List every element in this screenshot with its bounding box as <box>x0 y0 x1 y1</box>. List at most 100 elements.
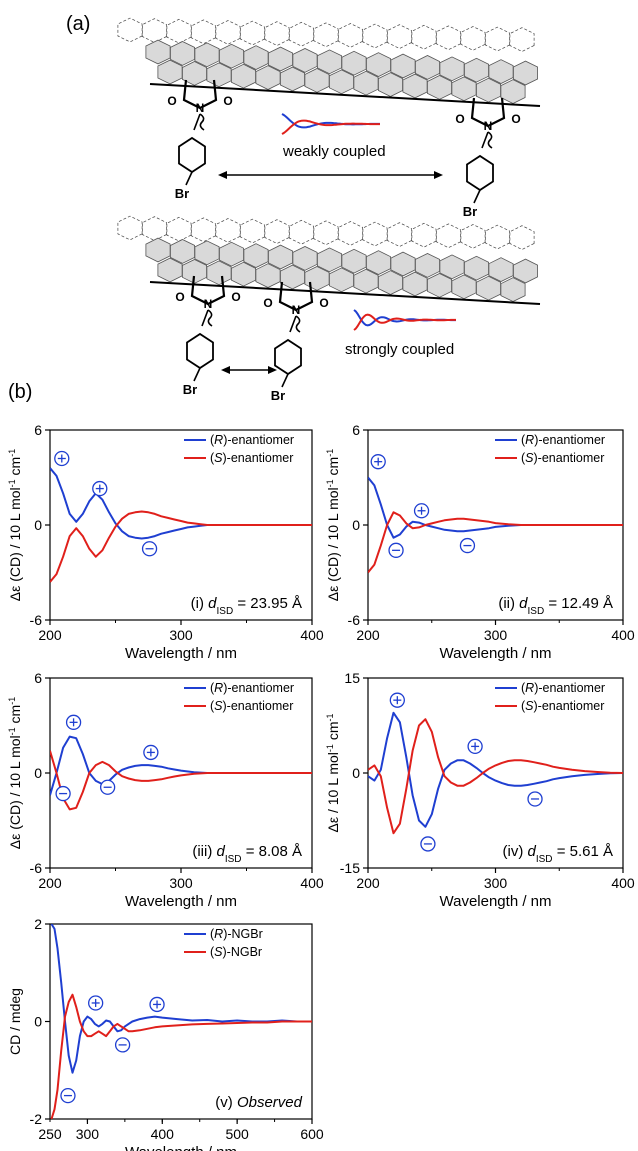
plus-sign-marker <box>149 996 165 1013</box>
y-axis-label: Δε (CD) / 10 L mol-1 cm-1 <box>325 449 341 601</box>
legend-entry: (R)-enantiomer <box>210 433 294 447</box>
graphene-hexagon <box>316 49 343 75</box>
minus-sign-marker <box>99 779 116 795</box>
y-tick-label: -2 <box>30 1111 43 1127</box>
graphene-hexagon <box>377 270 404 295</box>
atom-o-label: O <box>455 112 464 126</box>
weakly-coupled-label: weakly coupled <box>282 143 386 160</box>
minus-sign-marker <box>459 537 476 554</box>
x-tick-label: 400 <box>611 627 635 643</box>
graphene-hexagon <box>157 59 183 85</box>
x-axis-label: Wavelength / nm <box>440 893 552 910</box>
graphene-hexagon <box>292 246 318 271</box>
chart-5: 2 0 -2 300 400 500 600 250 Wavelength / nm CD / m… <box>7 916 324 1151</box>
y-tick-label: 0 <box>34 517 42 533</box>
graphene-edge-hexagon <box>117 17 143 43</box>
minus-sign-marker <box>388 542 404 558</box>
minus-sign-marker <box>114 1037 131 1053</box>
atom-o-label: O <box>263 296 272 310</box>
imide-ring <box>182 79 218 110</box>
legend-entry: (S)-enantiomer <box>521 451 604 465</box>
graphene-hexagon <box>230 63 257 89</box>
y-axis-label: Δε (CD) / 10 L mol-1 cm-1 <box>7 697 23 849</box>
graphene-hexagon <box>145 39 171 65</box>
graphene-hexagon <box>513 258 538 284</box>
graphene-edge-hexagon <box>338 221 363 246</box>
x-tick-label: 400 <box>611 875 635 891</box>
panel-a-schematic: O O N Br O O N Br O O N Br O O N Br <box>117 17 541 403</box>
graphene-hexagon <box>488 257 514 282</box>
x-tick-label: 400 <box>151 1126 175 1142</box>
graphene-hexagon <box>439 56 465 82</box>
atom-n-label: N <box>196 101 205 115</box>
graphene-edge-hexagon <box>191 19 216 45</box>
series-line-s <box>50 993 312 1119</box>
graphene-hexagon <box>390 53 416 79</box>
plus-sign-marker <box>467 738 483 755</box>
graphene-edge-hexagon <box>264 21 290 46</box>
y-tick-label: 2 <box>34 916 42 932</box>
graphene-hexagon <box>451 274 477 300</box>
series-line-s <box>50 750 312 811</box>
graphene-edge-hexagon <box>166 18 192 44</box>
legend-entry: (S)-enantiomer <box>521 699 604 713</box>
series-line-r <box>50 924 312 1074</box>
graphene-edge-hexagon <box>313 220 339 246</box>
graphene-edge-hexagon <box>191 217 216 243</box>
y-tick-label: -6 <box>30 612 43 628</box>
c-br-bond <box>281 373 289 388</box>
graphene-hexagon <box>414 55 441 80</box>
x-tick-label: 300 <box>484 627 508 643</box>
minus-sign-marker <box>55 785 71 802</box>
graphene-hexagon <box>426 273 453 298</box>
y-tick-label: 0 <box>352 765 360 781</box>
series-line-r <box>50 735 312 796</box>
x-tick-label: 300 <box>76 1126 100 1142</box>
graphene-edge-hexagon <box>215 218 241 243</box>
arrow-head-left <box>218 171 227 179</box>
graphene-hexagon <box>206 62 232 88</box>
stereocenter-bond <box>193 113 205 131</box>
graphene-edge-hexagon <box>142 216 167 241</box>
graphene-hexagon <box>145 237 171 263</box>
graphene-edge-hexagon <box>289 219 314 245</box>
atom-n-label: N <box>204 297 213 311</box>
y-tick-label: -6 <box>30 860 43 876</box>
graphene-hexagon <box>194 42 220 68</box>
imide-group-bottom-left: O O N Br <box>175 275 241 397</box>
graphene-edge-hexagon <box>240 20 265 46</box>
x-axis-label: Wavelength / nm <box>125 645 237 662</box>
graphene-hexagon <box>243 45 269 70</box>
imide-group-top-right: O O N Br <box>455 97 521 219</box>
minus-sign-marker <box>527 791 543 807</box>
graphene-edge-hexagon <box>436 25 461 51</box>
graphene-hexagon <box>341 50 367 76</box>
y-tick-label: 15 <box>344 670 360 686</box>
graphene-hexagon <box>255 65 281 90</box>
plus-sign-marker <box>389 692 405 708</box>
plus-sign-marker <box>54 450 70 467</box>
plus-sign-marker <box>65 714 82 730</box>
x-axis-label: Wavelength / nm <box>125 893 237 910</box>
graphene-hexagon <box>463 255 490 281</box>
x-tick-label: 200 <box>38 627 62 643</box>
series-line-r <box>50 467 312 540</box>
weak-coupling-mini-cd <box>281 113 380 135</box>
y-axis-label: Δε / 10 L mol-1 cm-1 <box>325 713 341 832</box>
x-tick-label: 300 <box>169 627 193 643</box>
graphene-hexagon <box>439 254 465 280</box>
mini-cd-trace <box>353 313 456 331</box>
minus-sign-marker <box>141 541 158 557</box>
legend-entry: (S)-enantiomer <box>210 699 293 713</box>
mini-cd-trace <box>353 309 456 327</box>
legend-entry: (R)-enantiomer <box>210 681 294 695</box>
panel-label: (iii) dISD = 8.08 Å <box>192 843 302 865</box>
graphene-edge-hexagon <box>460 26 486 51</box>
graphene-edge-hexagon <box>460 224 486 249</box>
series-line-s <box>368 718 623 835</box>
graphene-hexagon <box>328 69 355 95</box>
plus-sign-marker <box>92 480 108 497</box>
